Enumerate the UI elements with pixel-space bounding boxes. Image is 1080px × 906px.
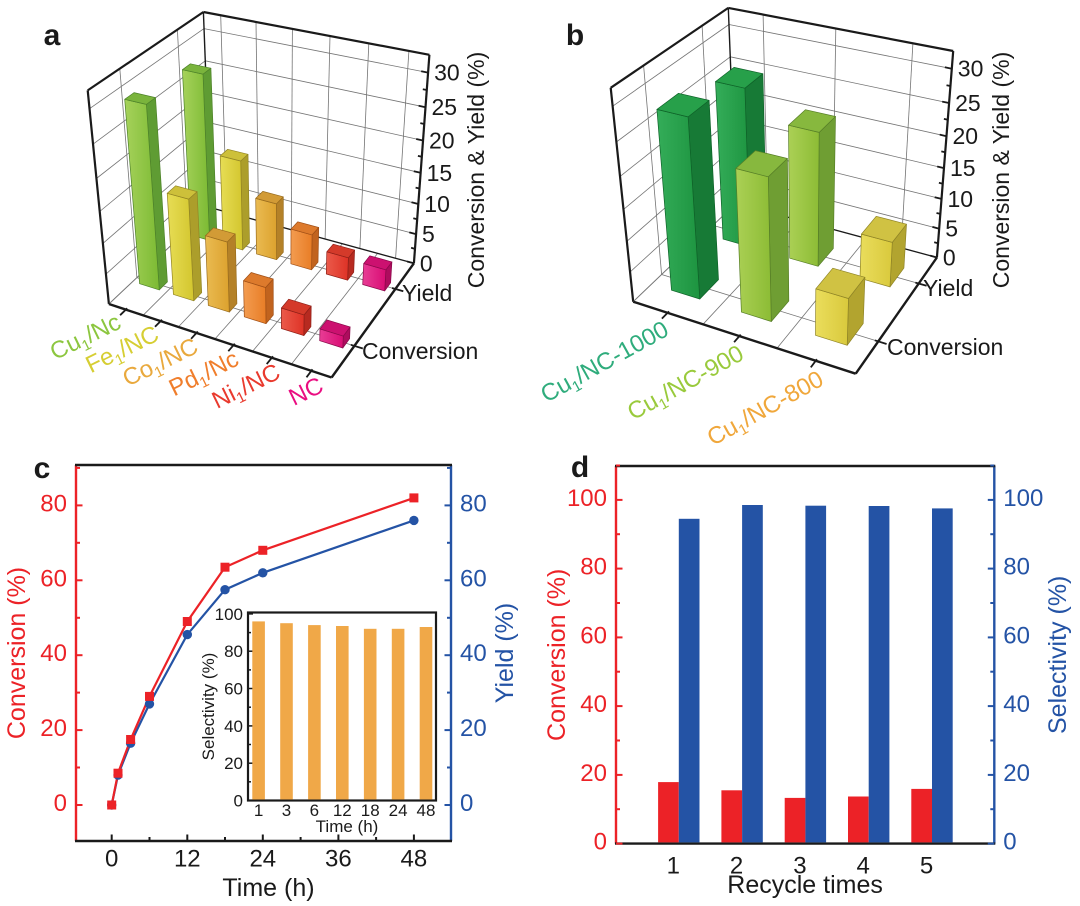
svg-text:60: 60 [1003,622,1030,649]
svg-text:20: 20 [953,123,979,149]
svg-text:5: 5 [422,221,435,247]
svg-text:36: 36 [325,846,352,873]
svg-text:Yield: Yield [923,275,973,301]
svg-text:Yield (%): Yield (%) [491,603,519,704]
svg-text:Selectivity (%): Selectivity (%) [1044,576,1072,734]
svg-text:40: 40 [580,691,607,718]
svg-text:4: 4 [857,853,870,880]
svg-text:0: 0 [420,250,433,276]
svg-text:12: 12 [333,801,352,820]
svg-text:6: 6 [310,801,319,820]
svg-text:80: 80 [40,490,67,517]
svg-text:0: 0 [1003,829,1016,856]
svg-text:Time (h): Time (h) [222,874,314,902]
svg-text:24: 24 [249,846,276,873]
svg-text:18: 18 [361,801,380,820]
svg-text:0: 0 [594,829,607,856]
svg-text:40: 40 [1003,691,1030,718]
svg-text:Conversion: Conversion [887,334,1003,360]
svg-text:Conversion: Conversion [362,338,478,364]
svg-text:c: c [34,452,51,485]
svg-text:a: a [44,19,61,52]
svg-text:15: 15 [427,160,453,186]
svg-text:2: 2 [730,853,743,880]
svg-text:0: 0 [234,792,243,811]
svg-text:20: 20 [429,128,455,154]
svg-text:3: 3 [282,801,291,820]
svg-text:40: 40 [224,717,243,736]
svg-text:60: 60 [224,680,243,699]
svg-text:40: 40 [460,640,487,667]
svg-text:Time (h): Time (h) [316,817,379,836]
svg-text:30: 30 [434,60,460,86]
svg-text:0: 0 [943,245,956,271]
svg-text:Conversion & Yield (%): Conversion & Yield (%) [463,52,489,289]
svg-text:0: 0 [105,846,118,873]
svg-text:15: 15 [950,155,976,181]
svg-text:60: 60 [40,565,67,592]
svg-text:5: 5 [920,853,933,880]
svg-text:0: 0 [460,790,473,817]
svg-text:12: 12 [174,846,201,873]
svg-text:Recycle times: Recycle times [727,871,883,899]
svg-text:20: 20 [224,754,243,773]
svg-text:1: 1 [254,801,263,820]
svg-text:b: b [566,19,584,52]
svg-text:80: 80 [224,642,243,661]
svg-text:25: 25 [432,94,458,120]
svg-text:30: 30 [958,56,984,82]
svg-text:3: 3 [793,853,806,880]
svg-text:40: 40 [40,640,67,667]
svg-text:0: 0 [54,790,67,817]
svg-text:Conversion (%): Conversion (%) [3,567,31,739]
svg-text:48: 48 [417,801,436,820]
svg-text:1: 1 [667,853,680,880]
svg-text:Yield: Yield [402,280,452,306]
svg-text:10: 10 [948,186,974,212]
svg-text:80: 80 [1003,554,1030,581]
svg-text:20: 20 [40,715,67,742]
svg-text:5: 5 [945,216,958,242]
svg-text:100: 100 [1003,485,1043,512]
svg-text:20: 20 [580,760,607,787]
svg-text:60: 60 [580,622,607,649]
svg-text:25: 25 [955,90,981,116]
svg-text:10: 10 [424,191,450,217]
svg-text:80: 80 [460,490,487,517]
svg-text:100: 100 [215,605,243,624]
svg-text:20: 20 [460,715,487,742]
svg-text:20: 20 [1003,760,1030,787]
svg-text:Conversion (%): Conversion (%) [543,569,571,741]
svg-text:48: 48 [401,846,428,873]
svg-text:80: 80 [580,554,607,581]
svg-text:Conversion & Yield (%): Conversion & Yield (%) [988,52,1014,289]
svg-text:Selectivity (%): Selectivity (%) [199,653,218,761]
svg-text:d: d [571,451,589,484]
svg-text:100: 100 [567,485,607,512]
svg-text:60: 60 [460,565,487,592]
svg-text:24: 24 [389,801,408,820]
